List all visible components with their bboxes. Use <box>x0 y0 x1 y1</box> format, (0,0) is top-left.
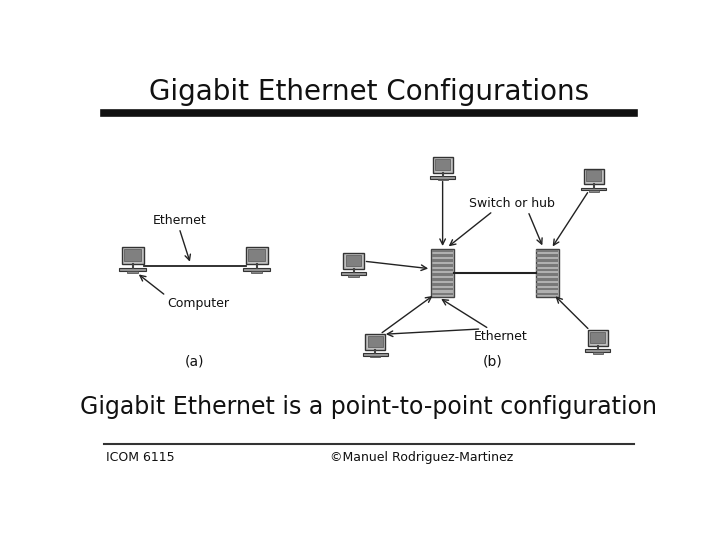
Text: ©Manuel Rodriguez-Martinez: ©Manuel Rodriguez-Martinez <box>330 451 513 464</box>
Bar <box>432 278 454 281</box>
Bar <box>435 159 450 170</box>
Bar <box>536 273 558 276</box>
Bar <box>593 352 603 354</box>
Bar <box>432 264 454 267</box>
Bar <box>438 179 448 180</box>
Bar <box>432 288 454 291</box>
Text: Switch or hub: Switch or hub <box>469 197 555 210</box>
Bar <box>346 255 361 266</box>
Bar <box>433 157 453 173</box>
Bar <box>536 249 559 296</box>
Text: (b): (b) <box>483 354 503 368</box>
Bar <box>431 249 454 296</box>
Bar <box>432 273 454 276</box>
Bar <box>588 330 608 346</box>
Text: Ethernet: Ethernet <box>152 213 206 226</box>
Bar <box>581 187 606 190</box>
Bar <box>432 259 454 262</box>
Bar <box>536 293 558 295</box>
Bar <box>348 275 359 276</box>
Bar <box>536 269 558 271</box>
Bar <box>589 190 599 192</box>
Bar <box>536 254 558 257</box>
Bar <box>363 353 388 356</box>
Bar <box>368 336 383 347</box>
Bar <box>536 259 558 262</box>
Text: Gigabit Ethernet is a point-to-point configuration: Gigabit Ethernet is a point-to-point con… <box>81 395 657 420</box>
Bar <box>432 249 454 252</box>
Text: Gigabit Ethernet Configurations: Gigabit Ethernet Configurations <box>149 78 589 106</box>
Bar <box>341 272 366 275</box>
Bar <box>432 254 454 257</box>
Bar <box>122 247 144 264</box>
Text: ICOM 6115: ICOM 6115 <box>106 451 174 464</box>
Bar <box>585 349 611 352</box>
Bar <box>536 249 558 252</box>
Bar <box>430 176 455 179</box>
Bar <box>584 168 604 184</box>
Bar <box>536 264 558 267</box>
Bar <box>536 278 558 281</box>
Bar <box>365 334 385 350</box>
Bar <box>432 293 454 295</box>
Bar <box>590 332 606 343</box>
Bar <box>119 268 146 271</box>
Bar <box>248 249 265 261</box>
Bar <box>125 249 141 261</box>
Bar <box>246 247 268 264</box>
Bar <box>536 288 558 291</box>
Bar <box>432 283 454 286</box>
Bar <box>251 271 262 273</box>
Text: Ethernet: Ethernet <box>474 330 528 343</box>
Bar <box>432 269 454 271</box>
Bar <box>536 283 558 286</box>
Bar <box>127 271 138 273</box>
Bar <box>343 253 364 269</box>
Bar <box>370 356 380 357</box>
Bar <box>243 268 271 271</box>
Text: (a): (a) <box>185 354 204 368</box>
Text: Computer: Computer <box>168 298 230 310</box>
Bar <box>586 170 601 181</box>
